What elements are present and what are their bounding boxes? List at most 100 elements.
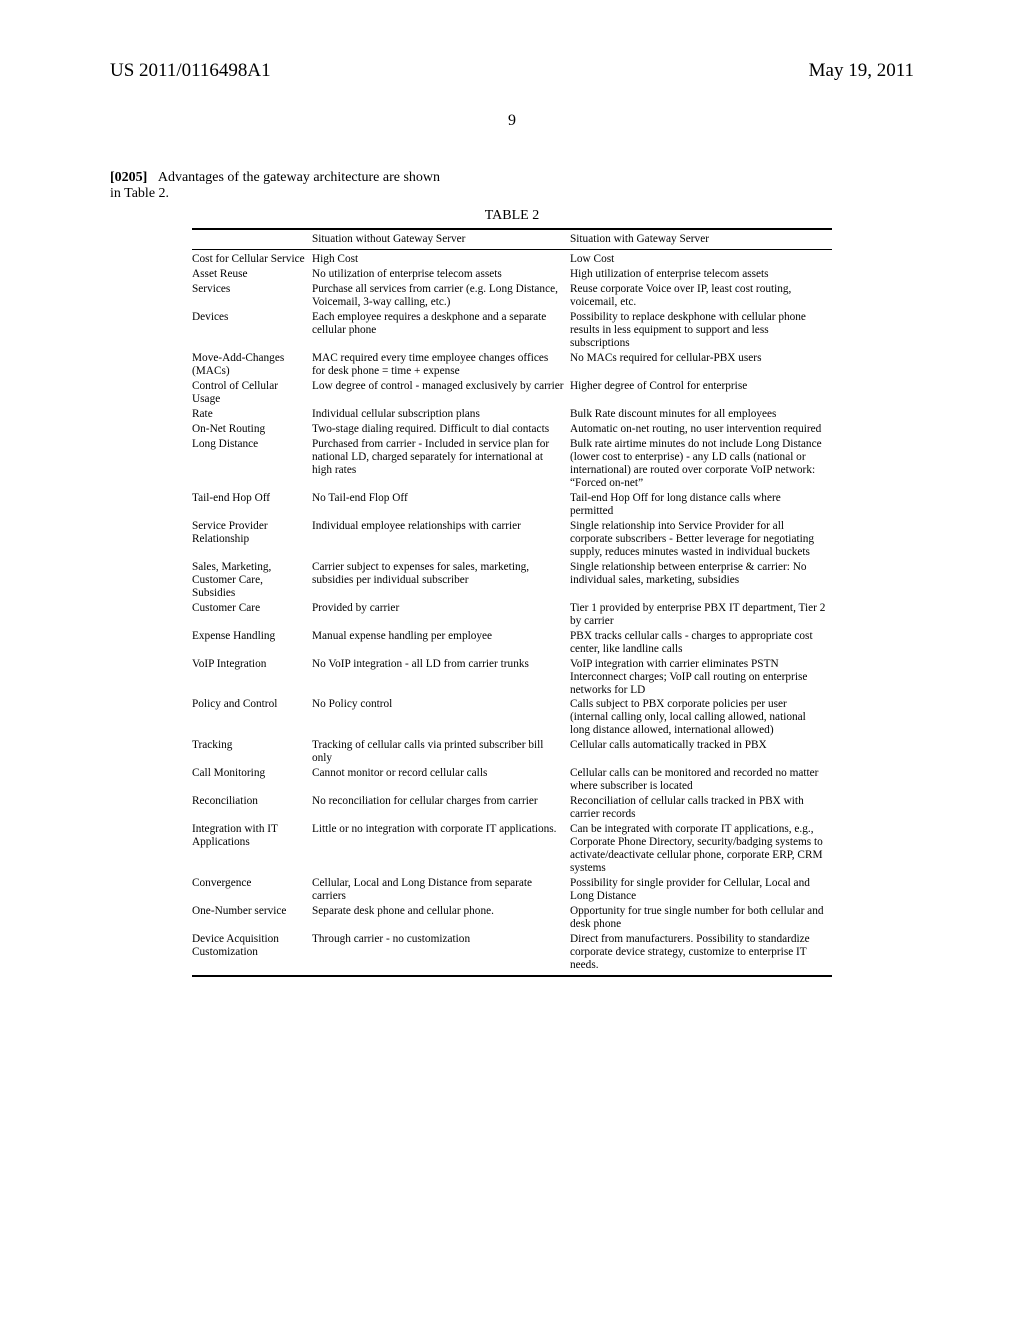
table-cell: Customer Care bbox=[192, 601, 312, 629]
table-cell: Rate bbox=[192, 407, 312, 422]
table-cell: No MACs required for cellular-PBX users bbox=[570, 351, 832, 379]
comparison-table-body: Cost for Cellular ServiceHigh CostLow Co… bbox=[192, 252, 832, 973]
table-cell: Possibility to replace deskphone with ce… bbox=[570, 310, 832, 351]
table-cell: Manual expense handling per employee bbox=[312, 629, 570, 657]
table-row: On-Net RoutingTwo-stage dialing required… bbox=[192, 422, 832, 437]
table-cell: Policy and Control bbox=[192, 697, 312, 738]
table-row: Tail-end Hop OffNo Tail-end Flop OffTail… bbox=[192, 491, 832, 519]
table-cell: Carrier subject to expenses for sales, m… bbox=[312, 560, 570, 601]
table-cell: High utilization of enterprise telecom a… bbox=[570, 267, 832, 282]
table-cell: Long Distance bbox=[192, 437, 312, 491]
table-row: Move-Add-Changes (MACs)MAC required ever… bbox=[192, 351, 832, 379]
table-cell: VoIP Integration bbox=[192, 657, 312, 698]
table-cell: Individual employee relationships with c… bbox=[312, 519, 570, 560]
table-row: ServicesPurchase all services from carri… bbox=[192, 282, 832, 310]
table-row: VoIP IntegrationNo VoIP integration - al… bbox=[192, 657, 832, 698]
table-cell: Low degree of control - managed exclusiv… bbox=[312, 379, 570, 407]
table-cell: Single relationship into Service Provide… bbox=[570, 519, 832, 560]
table-cell: On-Net Routing bbox=[192, 422, 312, 437]
table-cell: Control of Cellular Usage bbox=[192, 379, 312, 407]
table-cell: Call Monitoring bbox=[192, 766, 312, 794]
publication-number: US 2011/0116498A1 bbox=[110, 60, 271, 82]
table-cell: Separate desk phone and cellular phone. bbox=[312, 904, 570, 932]
table-cell: Tail-end Hop Off for long distance calls… bbox=[570, 491, 832, 519]
table-rule-bottom bbox=[192, 975, 832, 977]
table-cell: Cannot monitor or record cellular calls bbox=[312, 766, 570, 794]
paragraph-ref: [0205] bbox=[110, 170, 147, 185]
table-header-cell bbox=[192, 232, 312, 247]
table-cell: Tracking of cellular calls via printed s… bbox=[312, 738, 570, 766]
table-cell: Reconciliation bbox=[192, 794, 312, 822]
table-cell: Can be integrated with corporate IT appl… bbox=[570, 822, 832, 876]
paragraph-text-line1: Advantages of the gateway architecture a… bbox=[158, 170, 440, 185]
table-row: DevicesEach employee requires a deskphon… bbox=[192, 310, 832, 351]
table-cell: Cellular calls automatically tracked in … bbox=[570, 738, 832, 766]
table-cell: Move-Add-Changes (MACs) bbox=[192, 351, 312, 379]
table-cell: Tracking bbox=[192, 738, 312, 766]
table-cell: Little or no integration with corporate … bbox=[312, 822, 570, 876]
table-cell: Asset Reuse bbox=[192, 267, 312, 282]
table-cell: Provided by carrier bbox=[312, 601, 570, 629]
table-row: Customer CareProvided by carrierTier 1 p… bbox=[192, 601, 832, 629]
table-cell: Cost for Cellular Service bbox=[192, 252, 312, 267]
table-cell: PBX tracks cellular calls - charges to a… bbox=[570, 629, 832, 657]
table-cell: Reuse corporate Voice over IP, least cos… bbox=[570, 282, 832, 310]
table-cell: Direct from manufacturers. Possibility t… bbox=[570, 932, 832, 973]
table-cell: Individual cellular subscription plans bbox=[312, 407, 570, 422]
table-row: Sales, Marketing, Customer Care, Subsidi… bbox=[192, 560, 832, 601]
table-header-row: Situation without Gateway Server Situati… bbox=[192, 232, 832, 247]
table-title: TABLE 2 bbox=[110, 208, 914, 224]
table-row: TrackingTracking of cellular calls via p… bbox=[192, 738, 832, 766]
table-cell: No Policy control bbox=[312, 697, 570, 738]
table-cell: Single relationship between enterprise &… bbox=[570, 560, 832, 601]
table-row: Policy and ControlNo Policy controlCalls… bbox=[192, 697, 832, 738]
table-cell: Expense Handling bbox=[192, 629, 312, 657]
table-cell: Sales, Marketing, Customer Care, Subsidi… bbox=[192, 560, 312, 601]
table-row: Asset ReuseNo utilization of enterprise … bbox=[192, 267, 832, 282]
table-cell: Calls subject to PBX corporate policies … bbox=[570, 697, 832, 738]
table-cell: VoIP integration with carrier eliminates… bbox=[570, 657, 832, 698]
comparison-table: Situation without Gateway Server Situati… bbox=[192, 232, 832, 247]
table-cell: No VoIP integration - all LD from carrie… bbox=[312, 657, 570, 698]
table-cell: Cellular calls can be monitored and reco… bbox=[570, 766, 832, 794]
table-cell: Low Cost bbox=[570, 252, 832, 267]
table-cell: Each employee requires a deskphone and a… bbox=[312, 310, 570, 351]
table-cell: Opportunity for true single number for b… bbox=[570, 904, 832, 932]
table-row: Control of Cellular UsageLow degree of c… bbox=[192, 379, 832, 407]
table-cell: No Tail-end Flop Off bbox=[312, 491, 570, 519]
table-cell: Cellular, Local and Long Distance from s… bbox=[312, 876, 570, 904]
page-number: 9 bbox=[110, 112, 914, 130]
table-row: ReconciliationNo reconciliation for cell… bbox=[192, 794, 832, 822]
table-cell: Devices bbox=[192, 310, 312, 351]
publication-date: May 19, 2011 bbox=[809, 60, 914, 82]
table-cell: Services bbox=[192, 282, 312, 310]
paragraph-text-line2: in Table 2. bbox=[110, 186, 169, 201]
table-row: ConvergenceCellular, Local and Long Dist… bbox=[192, 876, 832, 904]
table-row: Device Acquisition CustomizationThrough … bbox=[192, 932, 832, 973]
table-row: Long DistancePurchased from carrier - In… bbox=[192, 437, 832, 491]
table-row: Integration with IT ApplicationsLittle o… bbox=[192, 822, 832, 876]
table-cell: Through carrier - no customization bbox=[312, 932, 570, 973]
table-row: RateIndividual cellular subscription pla… bbox=[192, 407, 832, 422]
table-row: Expense HandlingManual expense handling … bbox=[192, 629, 832, 657]
table-rule-top bbox=[192, 228, 832, 230]
table-header-cell: Situation with Gateway Server bbox=[570, 232, 832, 247]
table-cell: High Cost bbox=[312, 252, 570, 267]
table-row: Service Provider RelationshipIndividual … bbox=[192, 519, 832, 560]
table-cell: No utilization of enterprise telecom ass… bbox=[312, 267, 570, 282]
table-cell: Convergence bbox=[192, 876, 312, 904]
table-cell: No reconciliation for cellular charges f… bbox=[312, 794, 570, 822]
paragraph-0205: [0205] Advantages of the gateway archite… bbox=[110, 170, 914, 202]
table-cell: Integration with IT Applications bbox=[192, 822, 312, 876]
table-rule-mid bbox=[192, 249, 832, 250]
table-row: Call MonitoringCannot monitor or record … bbox=[192, 766, 832, 794]
table-cell: Higher degree of Control for enterprise bbox=[570, 379, 832, 407]
table-row: One-Number serviceSeparate desk phone an… bbox=[192, 904, 832, 932]
table-cell: Reconciliation of cellular calls tracked… bbox=[570, 794, 832, 822]
table-cell: Purchased from carrier - Included in ser… bbox=[312, 437, 570, 491]
table-cell: Bulk Rate discount minutes for all emplo… bbox=[570, 407, 832, 422]
table-cell: Tail-end Hop Off bbox=[192, 491, 312, 519]
table-cell: Service Provider Relationship bbox=[192, 519, 312, 560]
table-row: Cost for Cellular ServiceHigh CostLow Co… bbox=[192, 252, 832, 267]
table-cell: Tier 1 provided by enterprise PBX IT dep… bbox=[570, 601, 832, 629]
